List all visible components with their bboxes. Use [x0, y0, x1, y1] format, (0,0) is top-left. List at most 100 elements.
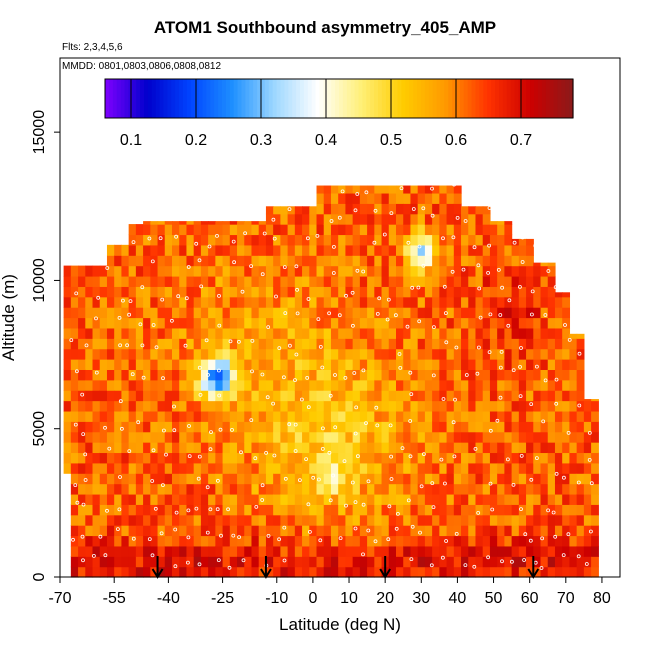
heatmap-cell — [504, 493, 513, 505]
heatmap-cell — [128, 338, 137, 350]
heatmap-cell — [208, 379, 216, 391]
heatmap-cell — [294, 483, 303, 495]
heatmap-cell — [287, 442, 296, 454]
heatmap-cell — [229, 442, 238, 454]
heatmap-cell — [92, 483, 101, 495]
heatmap-cell — [352, 192, 361, 204]
heatmap-cell — [352, 317, 361, 329]
heatmap-cell — [229, 410, 238, 422]
heatmap-cell — [106, 338, 115, 350]
heatmap-cell — [461, 286, 469, 298]
heatmap-cell — [280, 566, 289, 578]
heatmap-cell — [446, 493, 455, 505]
heatmap-cell — [475, 442, 484, 454]
colorbar-segment — [389, 79, 395, 118]
heatmap-cell — [504, 255, 513, 267]
heatmap-cell — [352, 483, 361, 495]
heatmap-cell — [504, 400, 513, 412]
heatmap-cell — [497, 348, 505, 360]
heatmap-cell — [222, 452, 231, 464]
heatmap-cell — [468, 410, 477, 422]
heatmap-cell — [359, 348, 368, 360]
heatmap-cell — [193, 493, 202, 505]
heatmap-cell — [374, 317, 383, 329]
heatmap-cell — [309, 545, 318, 557]
heatmap-cell — [244, 244, 253, 256]
colorbar-segment — [463, 79, 469, 118]
heatmap-cell — [468, 525, 477, 537]
sample-marker — [295, 287, 300, 292]
heatmap-cell — [424, 452, 433, 464]
heatmap-cell — [518, 348, 527, 360]
heatmap-cell — [352, 307, 361, 319]
heatmap-cell — [540, 265, 549, 277]
colorbar-segment — [428, 79, 434, 118]
heatmap-cell — [265, 296, 274, 308]
sample-marker — [373, 539, 378, 544]
heatmap-cell — [244, 421, 253, 433]
heatmap-cell — [265, 556, 274, 568]
sample-marker — [160, 483, 165, 488]
heatmap-cell — [352, 265, 361, 277]
heatmap-cell — [475, 213, 484, 225]
heatmap-cell — [569, 514, 578, 526]
colorbar-segment — [502, 79, 508, 118]
heatmap-cell — [345, 442, 354, 454]
heatmap-cell — [157, 275, 166, 287]
heatmap-cell — [164, 483, 173, 495]
heatmap-cell — [121, 525, 130, 537]
heatmap-cell — [63, 452, 72, 464]
heatmap-cell — [258, 224, 267, 236]
heatmap-cell — [186, 255, 195, 267]
heatmap-cell — [497, 338, 505, 350]
heatmap-cell — [511, 462, 520, 474]
heatmap-cell — [150, 556, 159, 568]
colorbar-segment — [522, 79, 527, 118]
heatmap-cell — [497, 504, 505, 516]
sample-marker — [117, 315, 122, 320]
heatmap-cell — [468, 338, 477, 350]
heatmap-cell — [78, 296, 86, 308]
heatmap-cell — [424, 566, 433, 578]
heatmap-cell — [78, 275, 86, 287]
heatmap-cell — [461, 338, 469, 350]
heatmap-cell — [547, 556, 556, 568]
heatmap-cell — [309, 504, 318, 516]
sample-marker — [209, 430, 213, 435]
heatmap-cell — [569, 431, 578, 443]
heatmap-cell — [583, 400, 592, 412]
heatmap-cell — [540, 442, 549, 454]
heatmap-cell — [417, 224, 426, 236]
heatmap-cell — [186, 556, 195, 568]
heatmap-cell — [229, 296, 238, 308]
heatmap-cell — [106, 369, 115, 381]
heatmap-cell — [222, 545, 231, 557]
heatmap-cell — [309, 275, 318, 287]
heatmap-cell — [461, 545, 469, 557]
colorbar-segment — [424, 79, 430, 118]
heatmap-cell — [410, 525, 419, 537]
heatmap-cell — [345, 379, 354, 391]
sample-marker — [576, 554, 581, 559]
heatmap-cell — [258, 221, 267, 225]
heatmap-cell — [251, 317, 260, 329]
heatmap-cell — [374, 203, 383, 215]
heatmap-cell — [540, 262, 549, 267]
heatmap-cell — [374, 566, 383, 578]
heatmap-cell — [540, 545, 549, 557]
heatmap-cell — [410, 473, 419, 485]
sample-marker — [307, 530, 312, 534]
heatmap-cell — [410, 359, 419, 370]
heatmap-cell — [143, 234, 151, 246]
heatmap-cell — [316, 431, 325, 443]
sample-marker — [272, 453, 277, 458]
heatmap-cell — [410, 244, 419, 256]
heatmap-cell — [511, 265, 520, 277]
heatmap-cell — [164, 504, 173, 516]
heatmap-cell — [569, 566, 578, 578]
heatmap-cell — [330, 421, 339, 433]
heatmap-cell — [417, 213, 426, 225]
sample-marker — [196, 476, 201, 481]
sample-marker — [528, 538, 533, 543]
heatmap-cell — [504, 514, 513, 526]
